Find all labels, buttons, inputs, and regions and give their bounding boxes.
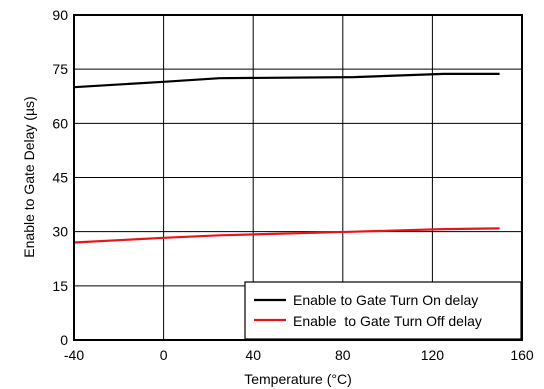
legend-label-turn-on: Enable to Gate Turn On delay [293,292,478,308]
y-tick-label: 15 [52,278,68,294]
y-tick-label: 45 [52,170,68,186]
series-line-turn-off-delay [73,227,500,244]
y-tick-label: 0 [60,332,68,348]
x-tick-label: 0 [160,347,168,363]
x-tick-label: 160 [510,347,534,363]
y-tick-label: 60 [52,115,68,131]
y-axis-label: Enable to Gate Delay (µs) [21,96,37,257]
legend: Enable to Gate Turn On delay Enable to G… [244,281,522,340]
x-tick-label: 80 [335,347,351,363]
series-lines [73,72,500,244]
legend-box [244,281,522,340]
x-axis-label: Temperature (°C) [244,371,352,387]
x-tick-label: 40 [245,347,261,363]
y-tick-label: 75 [52,61,68,77]
y-tick-label: 90 [52,7,68,23]
x-tick-label: -40 [64,347,84,363]
x-tick-label: 120 [421,347,445,363]
legend-label-turn-off: Enable to Gate Turn Off delay [293,313,482,329]
plot-frame [73,14,523,341]
y-tick-label: 30 [52,224,68,240]
series-line-turn-on-delay [73,72,500,89]
